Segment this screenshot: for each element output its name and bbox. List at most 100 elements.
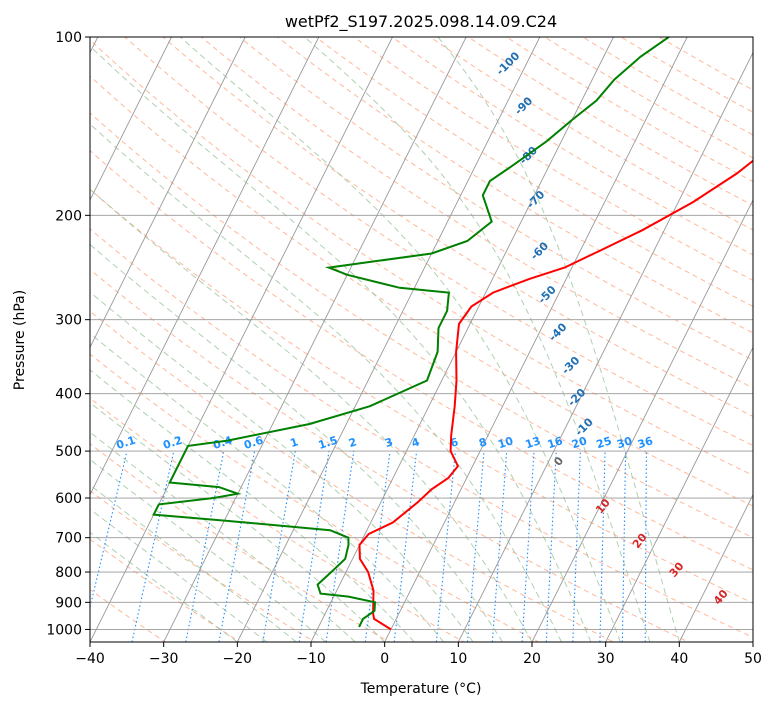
chart-title: wetPf2_S197.2025.098.14.09.C24 <box>285 12 557 32</box>
x-tick-label: 10 <box>449 651 467 667</box>
plot-frame <box>89 36 754 643</box>
x-tick-label: 30 <box>597 651 615 667</box>
dry-adiabat <box>90 112 753 539</box>
mixing-ratio-label: 2 <box>347 435 358 450</box>
mixing-ratio-line <box>599 451 606 642</box>
mixing-ratio-line <box>218 450 256 642</box>
dry-adiabat <box>162 37 753 417</box>
isotherm <box>457 51 753 642</box>
y-tick-label: 900 <box>55 595 82 611</box>
isotherm <box>310 37 614 642</box>
dry-adiabat <box>314 37 753 307</box>
x-axis-title: Temperature (°C) <box>360 681 482 697</box>
background-lines <box>90 37 753 642</box>
mixing-ratio-line <box>262 451 296 642</box>
isotherm <box>90 37 320 496</box>
mixing-ratio-label: 3 <box>383 435 394 450</box>
isopleth-labels: 0.1 0.2 0.4 0.6 1 1.5 2 3 4 6 8 10 13 16 20 25 30 36-100-… <box>115 49 731 607</box>
mixing-ratio-line <box>325 451 355 642</box>
moist-adiabat <box>90 332 444 642</box>
mixing-ratio-line <box>644 451 647 642</box>
isotherm <box>752 640 753 642</box>
y-tick-label: 300 <box>55 313 82 329</box>
y-tick-label: 700 <box>55 531 82 547</box>
mixing-ratio-label: 0.2 <box>161 434 184 452</box>
dry-adiabat <box>467 37 753 207</box>
moist-adiabat <box>90 508 268 642</box>
isotherm <box>90 37 246 349</box>
mixing-ratio-line <box>621 451 627 642</box>
mixing-ratio-line <box>185 450 225 642</box>
dry-adiabat <box>90 443 391 642</box>
moist-adiabat <box>90 401 386 642</box>
isotherm <box>163 37 467 642</box>
mixing-ratio-line <box>364 451 391 642</box>
mixing-ratio-label: 25 <box>595 434 614 451</box>
isotherm <box>90 37 172 202</box>
dry-adiabat <box>124 37 753 447</box>
isotherm <box>531 198 753 642</box>
mixing-ratio-label: 30 <box>615 434 634 451</box>
mixing-ratio-label: 16 <box>546 434 565 451</box>
x-tick-label: −10 <box>296 651 326 667</box>
x-axis-ticks: −40 −30 −20 −10 0 10 20 30 40 50 <box>75 642 762 667</box>
dry-adiabat <box>90 268 690 642</box>
x-tick-label: −30 <box>149 651 179 667</box>
dry-adiabat-label: -30 <box>559 354 582 377</box>
dry-adiabat-label: -60 <box>528 239 551 262</box>
dry-adiabat <box>543 37 753 159</box>
mixing-ratio-label: 0.6 <box>242 433 265 451</box>
mixing-ratio-line <box>131 450 175 642</box>
y-tick-label: 400 <box>55 387 82 403</box>
dry-adiabat <box>90 310 615 642</box>
moist-adiabat <box>437 37 680 642</box>
mixing-ratio-label: 0.1 <box>115 434 138 452</box>
moist-adiabat <box>90 431 356 642</box>
temperature-line <box>358 159 753 631</box>
moist-adiabat <box>90 531 238 642</box>
dry-adiabat <box>619 37 753 113</box>
moist-adiabat <box>90 484 297 642</box>
moist-adiabat-label: 40 <box>711 587 731 607</box>
x-tick-label: 0 <box>380 651 389 667</box>
mixing-ratio-line <box>466 451 485 642</box>
mixing-ratio-line <box>491 451 508 642</box>
dry-adiabat <box>90 75 753 507</box>
mixing-ratio-line <box>393 451 418 642</box>
y-tick-label: 600 <box>55 491 82 507</box>
mixing-ratio-label: 36 <box>636 434 655 451</box>
dry-adiabat-label: -40 <box>546 320 569 343</box>
isotherm <box>384 37 688 642</box>
dry-adiabat-label: -50 <box>536 283 559 306</box>
moist-adiabat <box>90 243 503 642</box>
dry-adiabat <box>90 228 753 638</box>
mixing-ratio-line <box>521 451 535 642</box>
moist-adiabat <box>304 37 651 642</box>
mixing-ratio-label: 4 <box>410 435 422 450</box>
dry-adiabat <box>276 37 753 334</box>
moist-adiabat <box>179 37 621 642</box>
moist-adiabat-label: 20 <box>630 531 650 551</box>
dry-adiabat <box>200 37 753 389</box>
isotherm <box>90 37 393 642</box>
dry-adiabat <box>90 538 241 642</box>
x-tick-label: −40 <box>75 651 105 667</box>
x-tick-label: −20 <box>223 651 253 667</box>
x-tick-label: 40 <box>670 651 688 667</box>
isotherm <box>678 493 753 642</box>
y-tick-label: 800 <box>55 565 82 581</box>
dry-adiabat-label: -100 <box>494 49 523 78</box>
profile-lines <box>152 37 753 631</box>
mixing-ratio-label: 20 <box>570 434 589 451</box>
moist-adiabat <box>90 369 415 642</box>
x-tick-label: 20 <box>523 651 541 667</box>
y-tick-label: 1000 <box>46 622 82 638</box>
moist-adiabat <box>90 123 562 642</box>
moist-adiabat <box>90 458 327 642</box>
isotherm <box>605 346 753 642</box>
mixing-ratio-label: 13 <box>524 434 543 451</box>
mixing-ratio-label: 10 <box>496 434 515 451</box>
y-tick-label: 500 <box>55 444 82 460</box>
mixing-ratio-label: 6 <box>449 435 461 450</box>
